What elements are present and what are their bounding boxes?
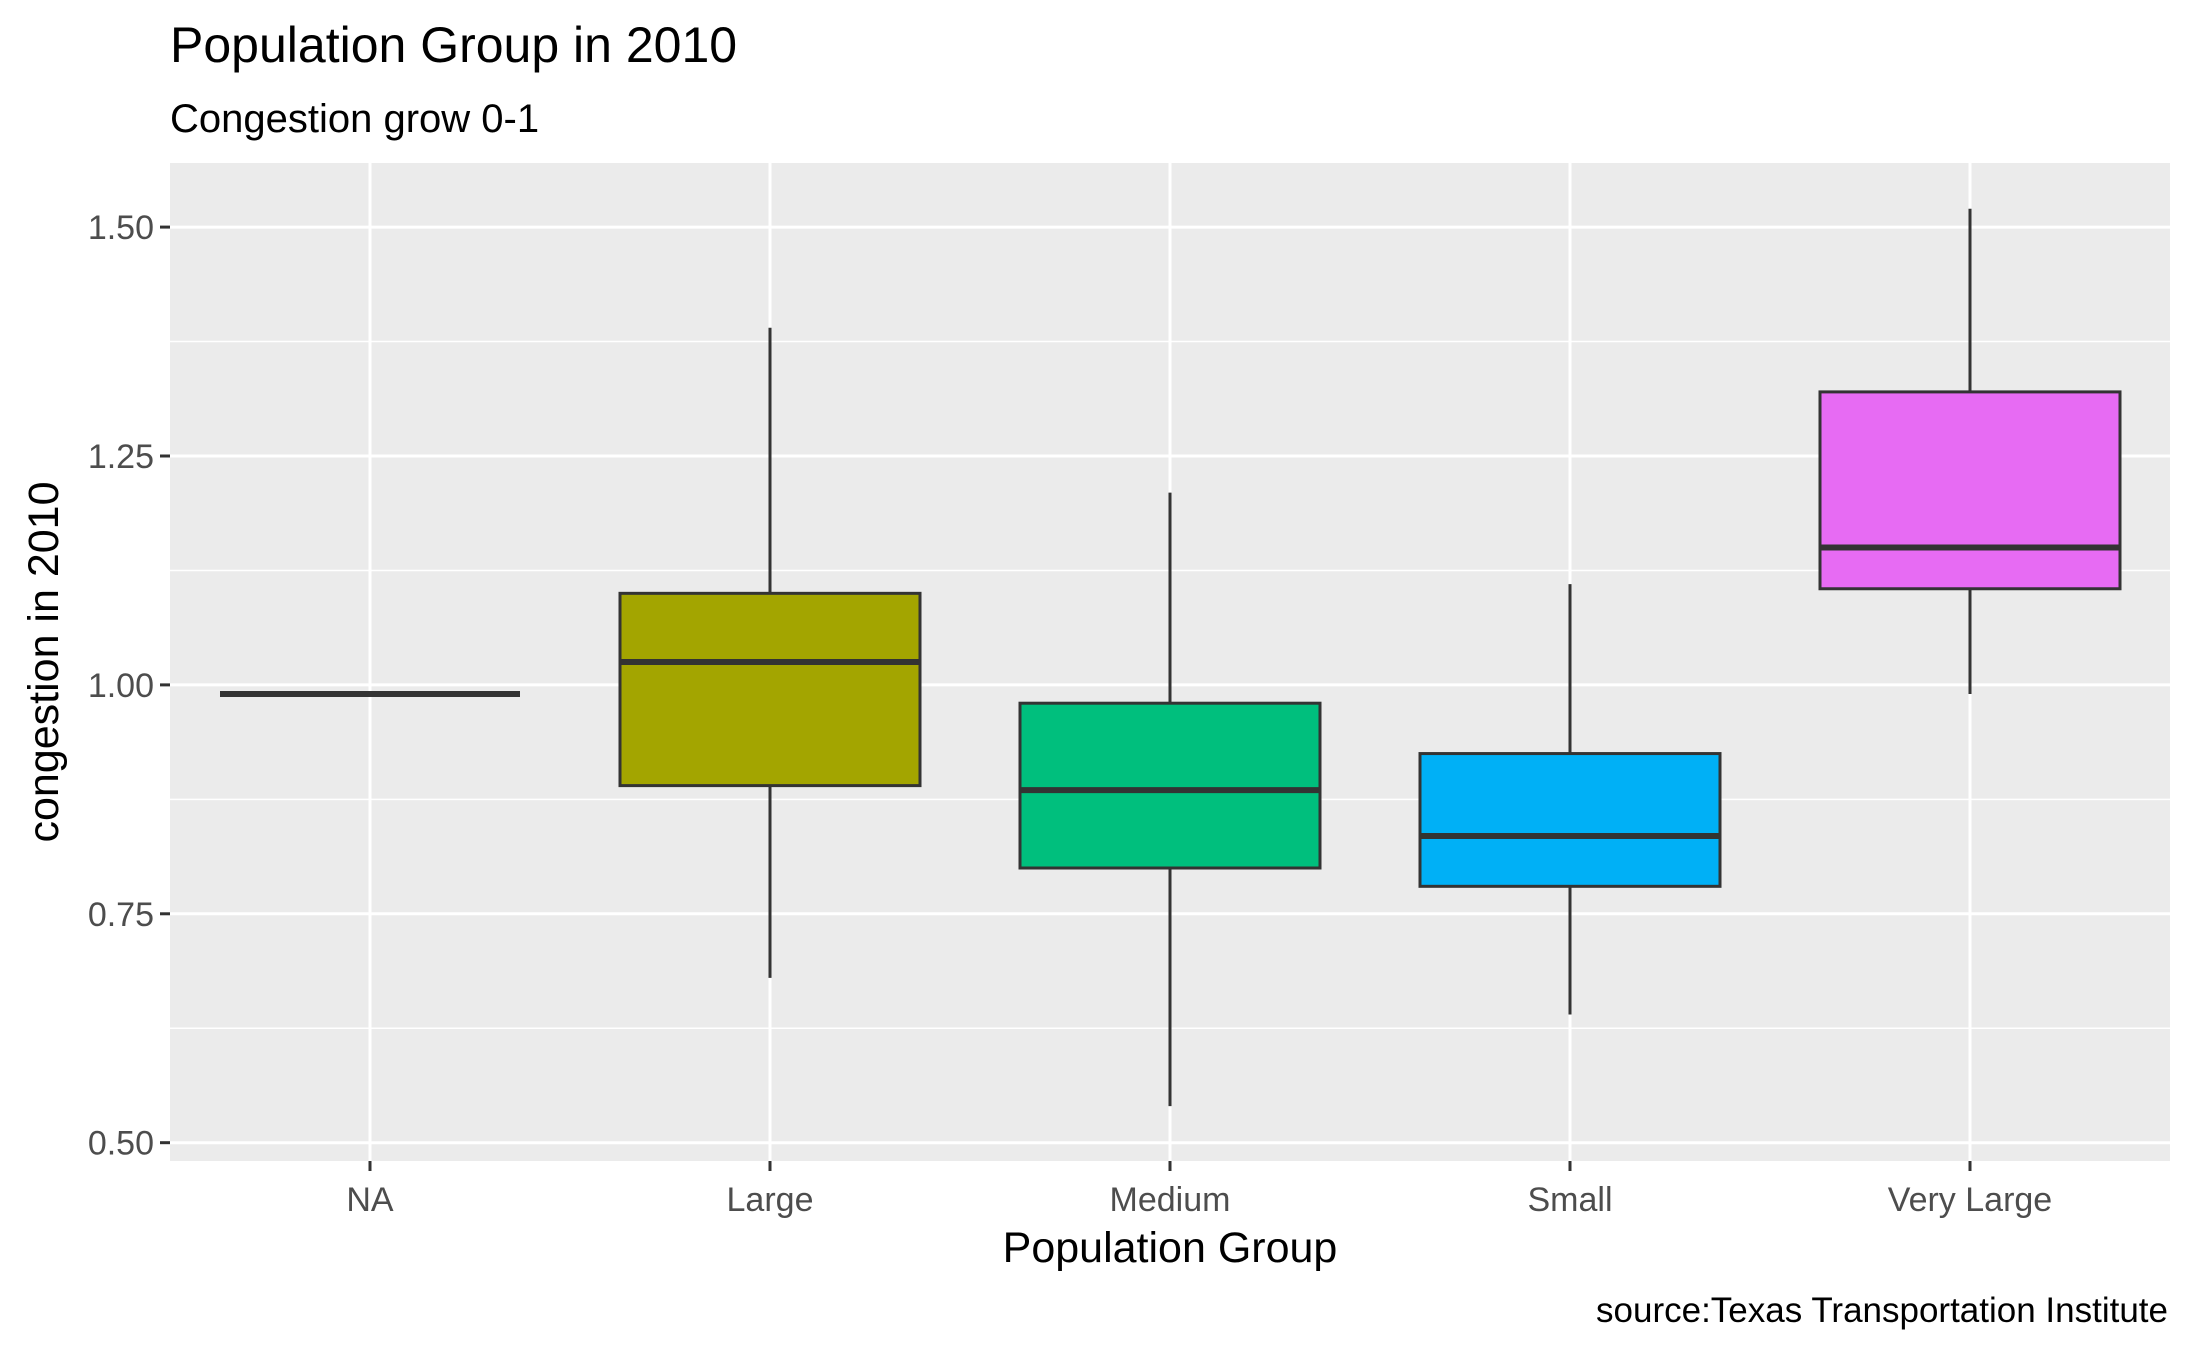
- x-tick-label: NA: [346, 1181, 394, 1219]
- box-small: [1418, 584, 1722, 1015]
- y-axis-title: congestion in 2010: [20, 481, 68, 842]
- box-very-large: [1818, 208, 2122, 695]
- x-tick-label: Small: [1527, 1181, 1612, 1219]
- box-body: [1418, 752, 1722, 888]
- boxes: [220, 208, 2122, 1107]
- chart-title: Population Group in 2010: [170, 17, 737, 73]
- chart-caption: source:Texas Transportation Institute: [1596, 1291, 2168, 1330]
- box-body: [1018, 701, 1322, 870]
- box-large: [618, 327, 922, 978]
- y-tick-label: 0.50: [88, 1125, 154, 1163]
- box-body: [1818, 390, 2122, 591]
- y-tick-label: 1.50: [88, 209, 154, 247]
- y-tick-label: 1.00: [88, 667, 154, 705]
- y-axis: 0.50 0.75 1.00 1.25 1.50: [88, 209, 170, 1163]
- y-tick-label: 0.75: [88, 896, 154, 934]
- box-medium: [1018, 492, 1322, 1107]
- chart-subtitle: Congestion grow 0-1: [170, 97, 539, 141]
- x-tick-label: Medium: [1110, 1181, 1231, 1219]
- x-axis: NA Large Medium Small Very Large: [346, 1161, 2052, 1219]
- y-tick-label: 1.25: [88, 438, 154, 476]
- x-tick-label: Large: [727, 1181, 814, 1219]
- x-axis-title: Population Group: [1003, 1224, 1338, 1272]
- x-tick-label: Very Large: [1888, 1181, 2052, 1219]
- box-body: [618, 591, 922, 788]
